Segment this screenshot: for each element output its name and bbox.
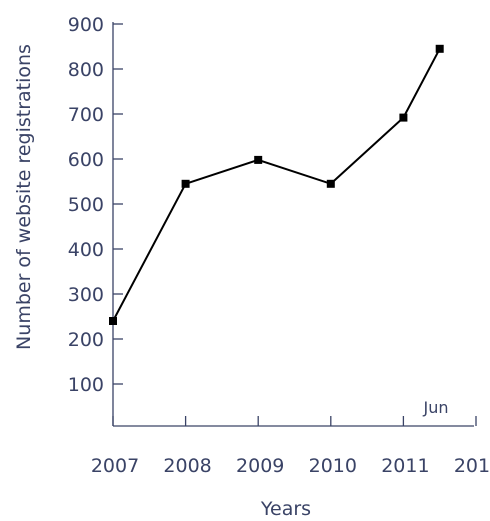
x-tick-label: 2011	[381, 455, 429, 477]
y-tick-label: 400	[68, 239, 104, 261]
data-point	[181, 179, 190, 188]
y-tick-label: 600	[68, 149, 104, 171]
y-tick-label: 200	[68, 329, 104, 351]
data-point	[435, 44, 444, 53]
y-axis: 100 200 300 400 500 600 700 800 900	[68, 14, 123, 426]
series-line	[112, 48, 441, 322]
data-point	[254, 155, 263, 164]
series-group	[109, 44, 444, 325]
x-tick-label: 2009	[236, 455, 284, 477]
x-axis: 2007 2008 2009 2010 2011 2012	[91, 416, 490, 477]
data-point	[399, 113, 408, 122]
data-point	[326, 179, 335, 188]
y-tick-label: 700	[68, 104, 104, 126]
annotation-jun: Jun	[423, 398, 449, 417]
x-axis-title: Years	[260, 498, 311, 520]
y-tick-label: 500	[68, 194, 104, 216]
x-tick-label: 2012	[454, 455, 490, 477]
y-axis-title: Number of website registrations	[13, 44, 35, 350]
y-tick-label: 900	[68, 14, 104, 36]
y-tick-label: 800	[68, 59, 104, 81]
y-tick-label: 300	[68, 284, 104, 306]
data-point	[109, 317, 117, 325]
x-tick-label: 2010	[309, 455, 357, 477]
x-tick-label: 2008	[163, 455, 211, 477]
x-tick-label: 2007	[91, 455, 139, 477]
y-tick-label: 100	[68, 374, 104, 396]
